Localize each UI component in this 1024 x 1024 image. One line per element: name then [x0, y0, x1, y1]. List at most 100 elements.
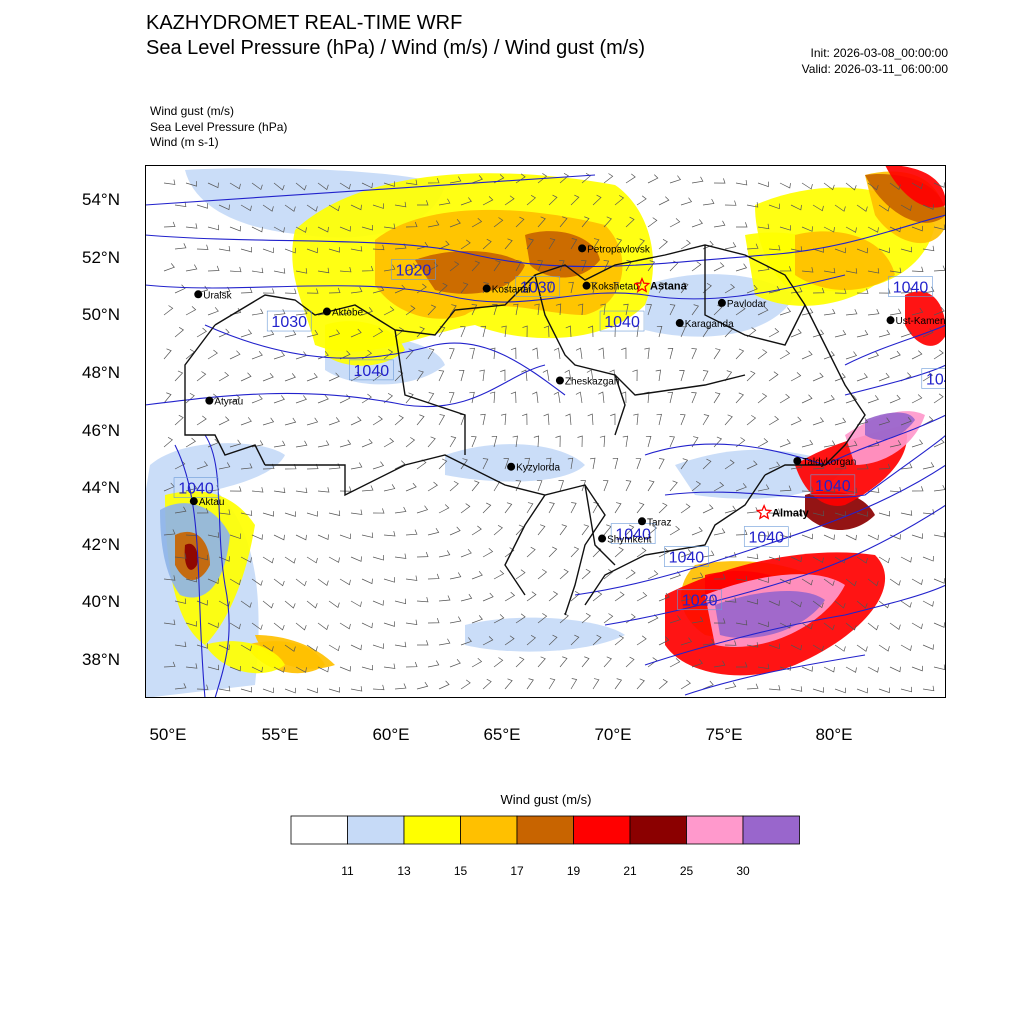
wind-barb	[669, 304, 676, 316]
wind-barb	[834, 204, 846, 212]
wind-barb	[350, 204, 362, 211]
wind-barb	[867, 226, 879, 233]
wind-barb	[207, 532, 220, 538]
wind-barb	[339, 226, 351, 232]
wind-barb	[790, 600, 802, 608]
isobar	[574, 464, 946, 596]
pressure-label-box	[677, 589, 723, 611]
wind-barb	[295, 666, 307, 673]
wind-barb	[911, 622, 923, 630]
wind-barb	[592, 591, 603, 602]
wind-barb	[196, 461, 208, 470]
wind-barb	[680, 282, 689, 294]
city-dot	[578, 244, 587, 253]
wind-barb	[856, 204, 868, 212]
gust-region	[795, 231, 895, 290]
wind-barb	[702, 414, 710, 426]
wind-barb	[867, 268, 880, 274]
wind-barb	[306, 204, 318, 212]
wind-barb	[427, 481, 438, 492]
wind-barb	[273, 182, 285, 191]
wind-barb	[812, 372, 824, 382]
wind-barb	[581, 260, 587, 272]
wind-barb	[680, 549, 692, 558]
wind-barb	[537, 524, 546, 536]
wind-barb	[196, 643, 208, 649]
capital-marker	[633, 277, 651, 293]
wind-barb	[449, 616, 462, 624]
wind-barb	[240, 329, 253, 338]
wind-barb	[174, 683, 187, 690]
wind-barb	[878, 687, 890, 694]
wind-barb	[504, 591, 516, 602]
wind-barb	[372, 600, 384, 606]
wind-barb	[207, 349, 218, 360]
wind-barb	[460, 679, 471, 690]
wind-barb	[790, 556, 802, 563]
wind-barb	[405, 437, 416, 448]
wind-barb	[372, 415, 383, 426]
wind-barb	[522, 325, 528, 338]
wind-barb	[317, 622, 329, 631]
wind-barb	[602, 480, 609, 492]
wind-barb	[834, 329, 847, 338]
wind-barb	[845, 351, 858, 360]
wind-barb	[834, 288, 847, 294]
wind-barb	[284, 330, 297, 338]
wind-barb	[812, 600, 824, 609]
wind-barb	[867, 487, 880, 493]
wind-barb	[438, 504, 450, 514]
wind-barb	[559, 568, 569, 580]
wind-barb	[647, 657, 658, 668]
wind-barb	[416, 505, 429, 514]
wind-barb	[856, 373, 868, 382]
wind-barb	[801, 394, 813, 404]
lat-tick-46: 46°N	[82, 421, 120, 440]
wind-barb	[534, 303, 540, 316]
valid-time: Valid: 2026-03-11_06:00:00	[801, 62, 948, 76]
wind-barb	[669, 260, 679, 272]
city-label: Shymkent	[607, 535, 652, 546]
wind-barb	[581, 656, 590, 668]
wind-barb	[229, 665, 241, 672]
lon-tick-70: 70°E	[594, 725, 632, 744]
wind-barb	[207, 265, 220, 272]
wind-barb	[614, 635, 625, 646]
wind-barb	[482, 502, 492, 514]
wind-barb	[510, 347, 517, 360]
wind-barb	[350, 371, 362, 382]
wind-barb	[482, 238, 492, 250]
wind-barb	[757, 531, 770, 537]
wind-barb	[218, 371, 230, 382]
wind-barb	[922, 600, 934, 607]
wind-barb	[174, 506, 187, 514]
wind-barb	[251, 226, 263, 233]
map-frame	[145, 165, 946, 698]
gust-region	[465, 617, 625, 652]
wind-barb	[691, 526, 703, 536]
wind-barb	[623, 303, 629, 316]
wind-barb	[521, 369, 528, 382]
wind-barb	[449, 261, 460, 272]
wind-barb	[757, 223, 770, 230]
wind-barb	[889, 182, 901, 190]
wind-barb	[878, 288, 891, 294]
wind-barb	[823, 182, 835, 191]
wind-barb	[185, 437, 196, 448]
city-dot	[886, 316, 895, 325]
lon-tick-75: 75°E	[705, 725, 743, 744]
colorbar-tick-label: 13	[397, 864, 411, 878]
wind-barb	[383, 349, 394, 360]
wind-barb	[600, 303, 606, 316]
colorbar-tick-label: 19	[566, 864, 581, 878]
wind-barb	[273, 440, 286, 448]
pressure-label: 1030	[271, 314, 307, 331]
wind-barb	[262, 511, 274, 517]
wind-barb	[856, 644, 868, 652]
wind-barb	[801, 666, 813, 672]
wind-barb	[490, 347, 496, 360]
wind-barb	[469, 391, 475, 404]
city-dot	[205, 396, 214, 405]
wind-barb	[229, 350, 241, 360]
isobar	[844, 324, 946, 366]
